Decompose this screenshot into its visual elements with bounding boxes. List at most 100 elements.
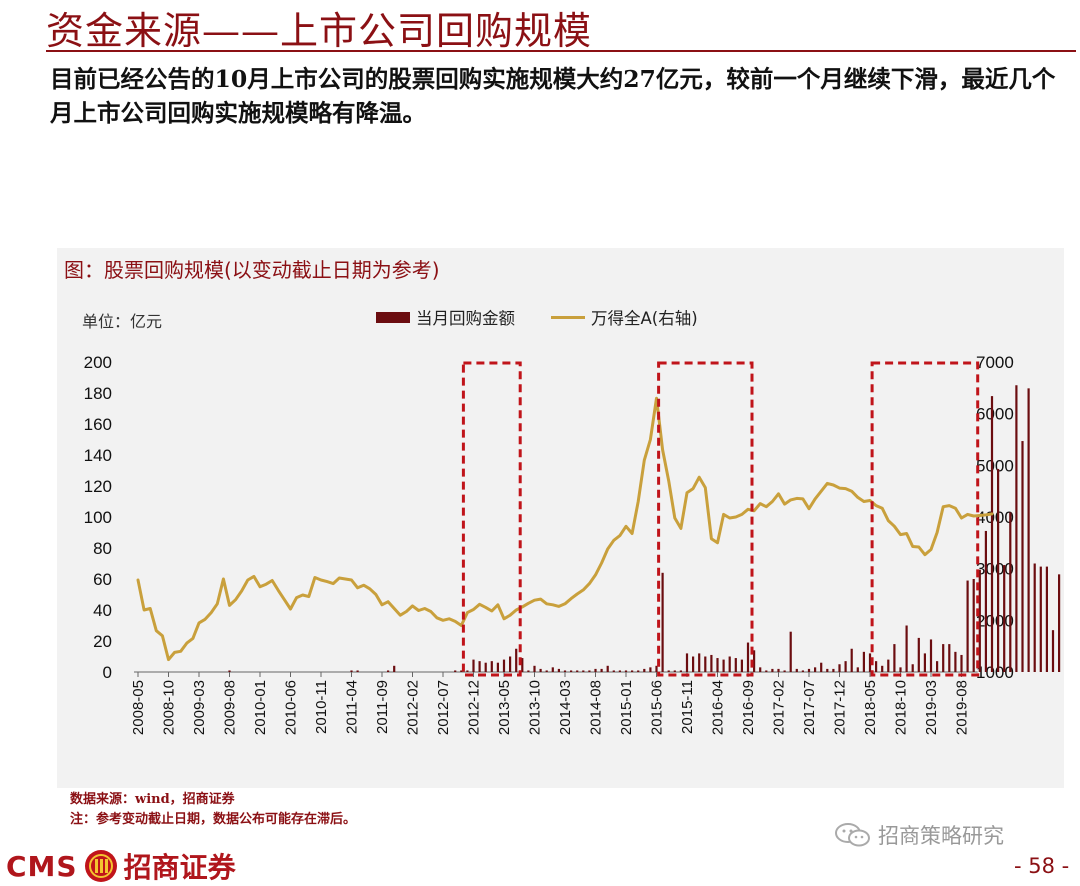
buyback-bar [801, 670, 804, 672]
logo-cn: 招商证券 [123, 851, 236, 884]
x-tick-label: 2014-08 [588, 680, 605, 735]
buyback-bar [948, 644, 951, 672]
buyback-bar [533, 665, 536, 672]
highlight-box [870, 361, 980, 677]
buyback-bar [606, 665, 609, 672]
buyback-bar [460, 670, 463, 672]
slide-summary: 目前已经公告的10月上市公司的股票回购实施规模大约27亿元，较前一个月继续下滑，… [50, 65, 1056, 127]
buyback-bar [899, 667, 902, 672]
y-right-tick-label: 6000 [976, 405, 1014, 424]
buyback-bar [850, 648, 853, 672]
buyback-bar [990, 396, 994, 672]
buyback-bar [496, 662, 499, 672]
buyback-bar [557, 668, 560, 672]
buyback-bar [649, 667, 652, 672]
x-tick-label: 2009-03 [191, 680, 208, 735]
y-right-tick-label: 3000 [976, 560, 1014, 579]
buyback-bar [734, 658, 737, 672]
x-tick-label: 2015-01 [618, 680, 635, 735]
buyback-bar [472, 659, 475, 672]
buyback-bar [875, 661, 878, 672]
x-tick-label: 2012-02 [405, 680, 422, 735]
buyback-bar [667, 670, 670, 672]
buyback-bar [1027, 388, 1030, 672]
buyback-bar [1033, 563, 1036, 672]
buyback-bar [783, 670, 786, 672]
buyback-bar [728, 656, 731, 672]
buyback-bar [942, 644, 945, 672]
buyback-bar [454, 670, 457, 672]
x-tick-label: 2010-06 [283, 680, 300, 735]
buyback-bar [618, 670, 621, 672]
y-left-tick-label: 60 [93, 570, 112, 589]
chart-legend: 当月回购金额 万得全A(右轴) [376, 305, 698, 329]
x-tick-label: 2016-04 [710, 680, 727, 735]
buyback-bar [936, 661, 939, 672]
buyback-bar [570, 670, 573, 672]
y-left-tick-label: 200 [84, 353, 112, 372]
buyback-bar [966, 580, 969, 672]
unit-label: 单位：亿元 [82, 312, 163, 331]
x-tick-label: 2018-05 [862, 680, 879, 735]
buyback-bar [1009, 512, 1012, 672]
y-right-tick-label: 1000 [976, 663, 1014, 682]
buyback-bar [582, 670, 585, 672]
y-right-tick-label: 2000 [976, 611, 1014, 630]
x-tick-label: 2008-05 [130, 680, 147, 735]
buyback-bar [594, 668, 597, 672]
buyback-bar [704, 656, 707, 672]
buyback-bar [911, 664, 914, 672]
buyback-bar [1003, 565, 1006, 672]
buyback-bar [789, 631, 792, 672]
page-number: - 58 - [1014, 854, 1070, 878]
y-left-tick-label: 120 [84, 477, 112, 496]
y-left-tick-label: 80 [93, 539, 112, 558]
buyback-bar [600, 668, 603, 672]
buyback-bar [1045, 566, 1048, 672]
x-tick-label: 2012-07 [435, 680, 452, 735]
buyback-bar [844, 661, 847, 672]
buyback-bar [527, 670, 530, 672]
buyback-bar [515, 648, 518, 672]
buyback-bar [997, 468, 1000, 672]
buyback-bar [710, 654, 713, 672]
buyback-bar [551, 667, 554, 672]
buyback-bar [923, 653, 926, 672]
buyback-bar [856, 667, 859, 672]
x-tick-label: 2009-08 [222, 680, 239, 735]
buyback-bar [350, 670, 353, 672]
buyback-bar [1039, 566, 1042, 672]
buyback-bar [490, 661, 493, 672]
buyback-bar [393, 665, 396, 672]
buyback-bar [722, 659, 725, 672]
buyback-bar [478, 661, 481, 672]
wechat-icon [835, 823, 870, 847]
buyback-bar [576, 670, 579, 672]
y-right-tick-label: 5000 [976, 456, 1014, 475]
buyback-bar [978, 569, 981, 672]
x-tick-label: 2010-11 [313, 680, 330, 734]
x-tick-label: 2015-06 [649, 680, 666, 735]
buyback-bar [631, 670, 634, 672]
buyback-bar [624, 670, 628, 672]
buyback-bar [893, 644, 896, 672]
buyback-bar [887, 659, 890, 672]
buyback-bar [521, 658, 524, 672]
buyback-bar [563, 670, 567, 672]
wechat-watermark: 招商策略研究 [834, 820, 1004, 850]
buyback-bar [905, 625, 908, 672]
x-tick-label: 2017-02 [771, 680, 788, 735]
y-left-tick-label: 160 [84, 415, 112, 434]
x-tick-label: 2019-08 [954, 680, 971, 735]
x-tick-label: 2017-07 [801, 680, 818, 735]
x-tick-label: 2010-01 [252, 680, 269, 735]
buyback-bar [759, 667, 762, 672]
buyback-bar [673, 670, 676, 672]
buyback-bar [820, 662, 823, 672]
buyback-bar [746, 642, 750, 672]
buyback-bar [228, 670, 231, 672]
buyback-bar [1021, 441, 1024, 672]
highlight-box [461, 361, 522, 677]
buyback-bar [685, 653, 689, 672]
figure-title: 图：股票回购规模(以变动截止日期为参考) [64, 258, 440, 282]
